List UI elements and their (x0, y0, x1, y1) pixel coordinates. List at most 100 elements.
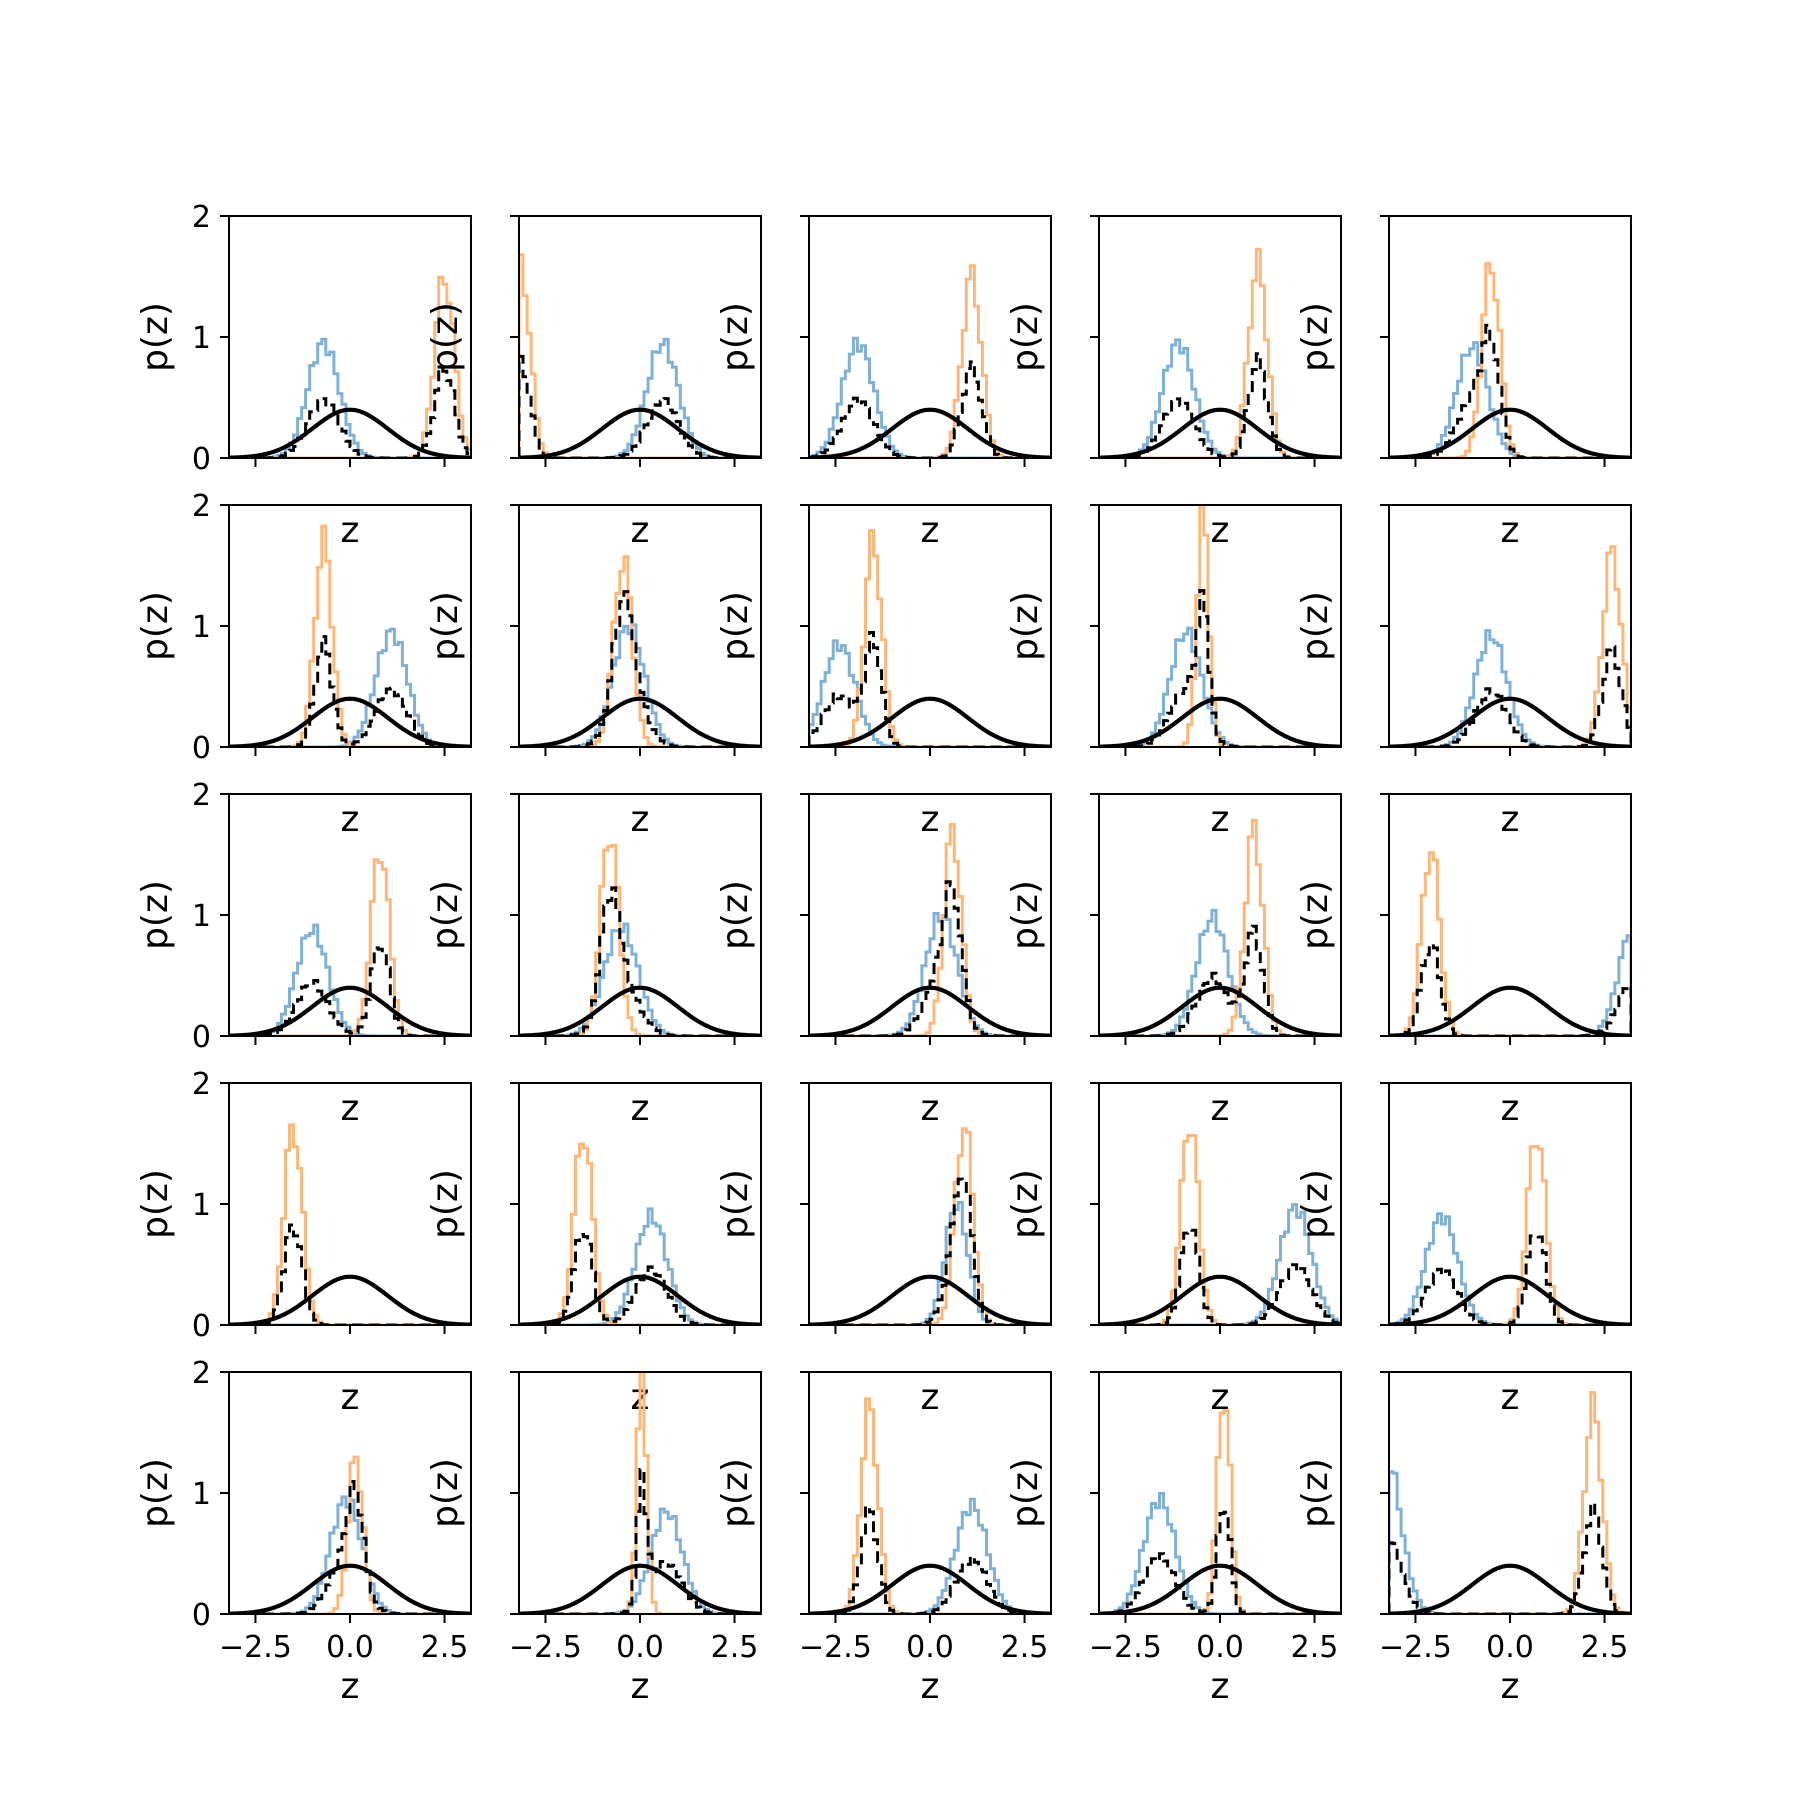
blue-histogram (1389, 934, 1631, 1036)
y-tick-label: 2 (192, 778, 211, 813)
y-axis-label: p(z) (425, 880, 466, 950)
y-tick-label: 0 (192, 1020, 211, 1055)
y-axis-label: p(z) (1005, 1169, 1046, 1239)
subplot-3-3: z p(z) (715, 793, 1052, 1129)
y-tick-label: 1 (192, 321, 211, 356)
y-axis-label: p(z) (1295, 1458, 1336, 1528)
prior-curve (1389, 696, 1631, 747)
subplot-4-2: z p(z) (425, 1082, 762, 1418)
y-tick-label: 0 (192, 1309, 211, 1344)
x-axis-label: z (631, 799, 650, 840)
orange-histogram (519, 555, 761, 747)
prior-curve (229, 407, 471, 458)
mixture-dashed-histogram (1099, 1510, 1341, 1614)
orange-histogram (1099, 1409, 1341, 1614)
subplot-5-1: −2.5 0.0 2.5 0 1 2 z p(z) (135, 1356, 472, 1707)
plot-area (229, 275, 471, 458)
prior-curve (1099, 1563, 1341, 1614)
subplot-5-2: −2.5 0.0 2.5 z p(z) (425, 1371, 762, 1707)
y-axis-label: p(z) (135, 591, 176, 661)
y-axis-label: p(z) (1005, 1458, 1046, 1528)
mixture-dashed-histogram (1389, 323, 1631, 458)
prior-curve (1389, 985, 1631, 1036)
x-tick-label: 0.0 (326, 1630, 374, 1665)
x-tick-label: 2.5 (1581, 1630, 1629, 1665)
subplot-5-5: −2.5 0.0 2.5 z p(z) (1295, 1371, 1632, 1707)
y-axis-label: p(z) (715, 591, 756, 661)
x-tick-label: 0.0 (1486, 1630, 1534, 1665)
y-axis-label: p(z) (1295, 591, 1336, 661)
mixture-dashed-histogram (229, 635, 471, 747)
subplot-4-5: z p(z) (1295, 1082, 1632, 1418)
subplot-4-4: z p(z) (1005, 1082, 1342, 1418)
x-axis-label: z (1211, 1377, 1230, 1418)
y-axis-label: p(z) (135, 302, 176, 372)
blue-histogram (1099, 1492, 1341, 1614)
blue-histogram (1389, 1470, 1631, 1614)
orange-histogram (1099, 505, 1341, 747)
blue-histogram (1389, 1212, 1631, 1325)
y-axis-label: p(z) (1295, 302, 1336, 372)
mixture-dashed-histogram (519, 354, 761, 458)
prior-curve (519, 1563, 761, 1614)
prior-curve (809, 1274, 1051, 1325)
x-axis-label: z (341, 510, 360, 551)
x-tick-label: −2.5 (1379, 1630, 1452, 1665)
blue-histogram (1099, 1203, 1341, 1325)
x-tick-label: 2.5 (711, 1630, 759, 1665)
x-axis-label: z (631, 1088, 650, 1129)
mixture-dashed-histogram (1099, 589, 1341, 747)
subplot-3-4: z p(z) (1005, 793, 1342, 1129)
y-axis-label: p(z) (1005, 302, 1046, 372)
x-axis-label: z (921, 799, 940, 840)
x-tick-label: 0.0 (906, 1630, 954, 1665)
x-tick-label: 0.0 (1196, 1630, 1244, 1665)
orange-histogram (1389, 1145, 1631, 1325)
y-tick-label: 1 (192, 610, 211, 645)
orange-histogram (229, 1455, 471, 1614)
plot-area (1389, 851, 1631, 1036)
prior-curve (1389, 407, 1631, 458)
subplot-1-5: z p(z) (1295, 215, 1632, 551)
orange-histogram (519, 1372, 761, 1614)
subplot-2-3: z p(z) (715, 504, 1052, 840)
subplot-3-5: z p(z) (1295, 793, 1632, 1129)
prior-curve (229, 1274, 471, 1325)
prior-curve (519, 407, 761, 458)
x-tick-label: 2.5 (421, 1630, 469, 1665)
mixture-dashed-histogram (809, 1504, 1051, 1614)
prior-curve (519, 985, 761, 1036)
y-axis-label: p(z) (1005, 880, 1046, 950)
subplot-1-2: z p(z) (425, 215, 762, 551)
subplot-1-1: 0 1 2 z p(z) (135, 200, 472, 551)
y-tick-label: 0 (192, 442, 211, 477)
subplot-4-3: z p(z) (715, 1082, 1052, 1418)
orange-histogram (229, 524, 471, 747)
x-axis-label: z (921, 1377, 940, 1418)
subplot-3-2: z p(z) (425, 793, 762, 1129)
y-axis-label: p(z) (715, 1458, 756, 1528)
y-tick-label: 1 (192, 1188, 211, 1223)
orange-histogram (1389, 545, 1631, 747)
subplot-4-1: 0 1 2 z p(z) (135, 1067, 472, 1418)
y-tick-label: 0 (192, 1598, 211, 1633)
y-tick-label: 1 (192, 899, 211, 934)
plot-area (229, 524, 471, 747)
prior-curve (809, 696, 1051, 747)
subplot-5-4: −2.5 0.0 2.5 z p(z) (1005, 1371, 1342, 1707)
subplot-2-5: z p(z) (1295, 504, 1632, 840)
plot-area (1389, 261, 1631, 458)
y-axis-label: p(z) (135, 1458, 176, 1528)
x-tick-label: 2.5 (1001, 1630, 1049, 1665)
x-axis-label: z (921, 1666, 940, 1707)
x-axis-label: z (1501, 1666, 1520, 1707)
prior-curve (229, 985, 471, 1036)
y-tick-label: 2 (192, 489, 211, 524)
y-tick-label: 2 (192, 1356, 211, 1391)
x-axis-label: z (1501, 799, 1520, 840)
x-axis-label: z (921, 510, 940, 551)
prior-curve (229, 1563, 471, 1614)
y-axis-label: p(z) (1295, 880, 1336, 950)
y-tick-label: 1 (192, 1477, 211, 1512)
